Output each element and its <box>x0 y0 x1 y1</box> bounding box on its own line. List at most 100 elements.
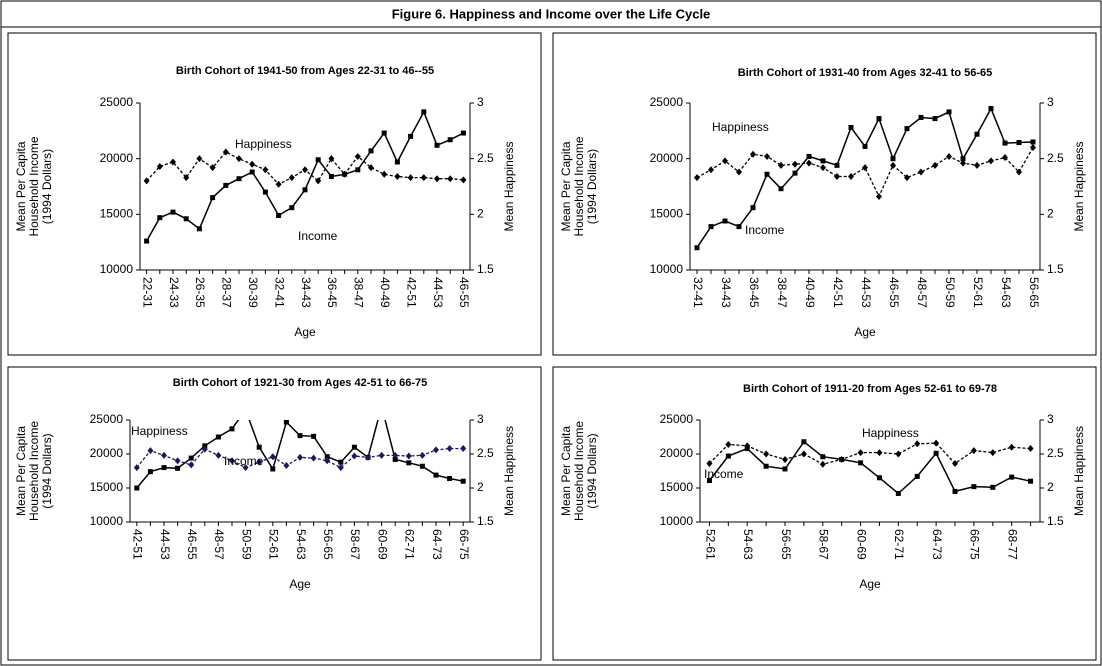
income-marker <box>324 454 330 460</box>
happiness-marker <box>434 175 440 183</box>
x-tick-label: 44-53 <box>431 277 445 308</box>
x-tick-label: 46-55 <box>457 277 471 308</box>
income-marker <box>801 439 807 445</box>
panel-border <box>552 32 1097 356</box>
x-tick-label: 62-71 <box>403 529 417 560</box>
happiness-marker <box>447 175 454 183</box>
y-axis-label: Household Income <box>27 136 41 236</box>
y-axis-label: Household Income <box>572 421 586 521</box>
income-marker <box>262 189 268 195</box>
y-tick-label: 25000 <box>90 412 124 426</box>
happiness-marker <box>778 161 784 169</box>
happiness-marker <box>419 451 426 459</box>
income-marker <box>974 131 980 137</box>
happiness-marker <box>782 455 788 463</box>
panel-border <box>7 32 542 356</box>
happiness-marker <box>819 460 826 468</box>
income-marker <box>722 218 728 224</box>
happiness-marker <box>275 180 282 188</box>
x-tick-label: 42-51 <box>404 277 418 308</box>
y2-tick-label: 1.5 <box>1047 514 1064 528</box>
x-tick-label: 48-57 <box>915 277 929 308</box>
income-marker <box>764 171 770 177</box>
x-tick-label: 44-53 <box>859 277 873 308</box>
happiness-marker <box>974 161 980 169</box>
happiness-marker <box>161 451 167 459</box>
y-tick-label: 10000 <box>90 514 124 528</box>
income-marker <box>763 463 769 469</box>
income-marker <box>460 478 466 484</box>
happiness-marker <box>1002 154 1008 162</box>
happiness-marker <box>736 168 742 176</box>
income-marker <box>419 463 425 469</box>
annotation: Income <box>224 454 264 468</box>
happiness-marker <box>895 450 902 458</box>
x-tick-label: 54-63 <box>999 277 1013 308</box>
happiness-marker <box>792 160 798 168</box>
y-axis-label: Mean Per Capita <box>559 141 573 231</box>
x-tick-label: 38-47 <box>352 277 366 308</box>
income-marker <box>355 167 361 173</box>
happiness-marker <box>834 172 840 180</box>
x-tick-label: 52-61 <box>703 529 717 560</box>
happiness-marker <box>354 152 361 160</box>
x-tick-label: 34-43 <box>719 277 733 308</box>
income-marker <box>196 226 202 232</box>
y2-tick-label: 2.5 <box>477 446 494 460</box>
happiness-marker <box>918 168 924 176</box>
x-tick-label: 40-49 <box>803 277 817 308</box>
income-marker <box>381 130 387 136</box>
y-axis-label: Mean Per Capita <box>14 426 28 516</box>
happiness-marker <box>694 174 700 182</box>
x-tick-label: 24-33 <box>167 277 181 308</box>
income-marker <box>971 484 977 490</box>
income-marker <box>750 205 756 211</box>
x-tick-label: 46-55 <box>887 277 901 308</box>
x-axis-label: Age <box>294 325 316 339</box>
income-marker <box>276 212 282 218</box>
happiness-marker <box>381 170 388 178</box>
income-marker <box>460 130 466 136</box>
y2-axis-label: Mean Happiness <box>1072 426 1086 516</box>
y-tick-label: 10000 <box>100 262 134 276</box>
happiness-marker <box>405 452 412 460</box>
annotation: Income <box>745 223 785 237</box>
happiness-marker <box>147 447 154 455</box>
x-tick-label: 30-39 <box>246 277 260 308</box>
happiness-marker <box>857 449 864 457</box>
x-tick-label: 34-43 <box>299 277 313 308</box>
happiness-marker <box>328 155 335 163</box>
income-marker <box>876 475 882 481</box>
happiness-marker <box>800 450 807 458</box>
y-axis-label: (1994 Dollars) <box>585 433 599 508</box>
income-marker <box>368 148 374 154</box>
happiness-marker <box>988 157 994 165</box>
income-marker <box>806 153 812 159</box>
happiness-marker <box>188 461 195 469</box>
income-marker <box>394 159 400 165</box>
income-marker <box>249 169 255 175</box>
happiness-marker <box>460 176 467 184</box>
income-marker <box>1016 140 1022 146</box>
income-marker <box>933 450 939 456</box>
happiness-marker <box>446 445 453 453</box>
x-tick-label: 48-57 <box>212 529 226 560</box>
x-tick-label: 64-73 <box>430 529 444 560</box>
x-tick-label: 44-53 <box>158 529 172 560</box>
income-marker <box>946 109 952 115</box>
income-marker <box>311 433 317 439</box>
y2-tick-label: 1.5 <box>477 262 494 276</box>
x-tick-label: 38-47 <box>775 277 789 308</box>
y2-axis-label: Mean Happiness <box>502 426 516 516</box>
y2-tick-label: 3 <box>1047 95 1054 109</box>
x-tick-label: 46-55 <box>185 529 199 560</box>
happiness-marker <box>315 177 322 185</box>
income-marker <box>434 142 440 148</box>
x-tick-label: 50-59 <box>239 529 253 560</box>
y-tick-label: 25000 <box>660 412 694 426</box>
y2-tick-label: 2.5 <box>477 151 494 165</box>
happiness-marker <box>365 453 371 461</box>
y2-tick-label: 3 <box>477 412 484 426</box>
income-marker <box>778 186 784 192</box>
